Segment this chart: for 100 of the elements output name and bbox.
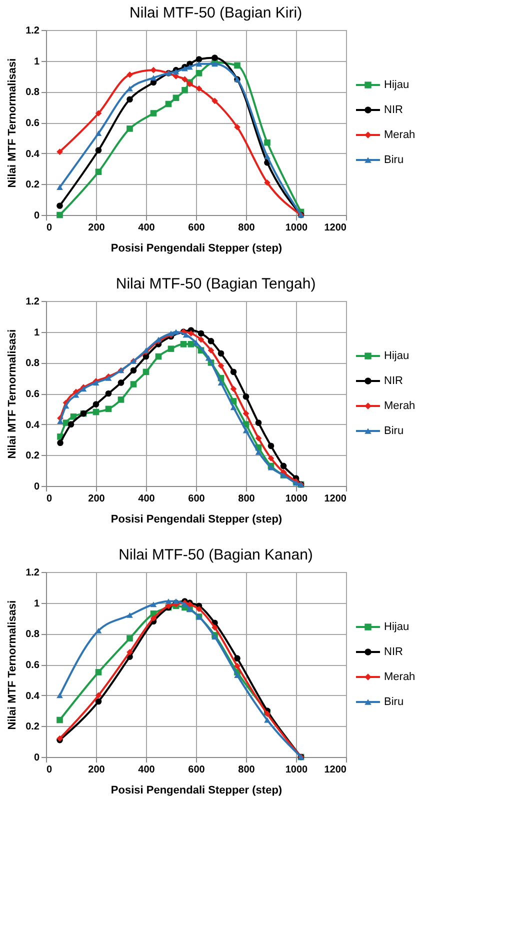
point (56, 148, 63, 155)
x-tick-label: 600 (188, 222, 206, 234)
point (205, 355, 212, 361)
point (234, 655, 240, 662)
point (172, 94, 180, 101)
point (150, 110, 157, 116)
x-tick-label: 0 (46, 494, 52, 504)
legend-label: Merah (384, 671, 416, 683)
legend-label: Hijau (384, 621, 410, 633)
y-tick-label: 1.2 (26, 296, 40, 308)
legend-label: Merah (384, 129, 416, 141)
x-tick-label: 0 (46, 764, 52, 776)
chart-title: Nilai MTF-50 (Bagian Kiri) (130, 4, 302, 22)
point (264, 179, 270, 186)
point (182, 86, 188, 94)
x-tick-label: 200 (88, 222, 106, 234)
chart-title: Nilai MTF-50 (Bagian Tengah) (116, 276, 316, 292)
point (126, 72, 133, 78)
legend-label: NIR (384, 646, 403, 658)
point (242, 393, 250, 400)
x-tick-label: 800 (238, 222, 256, 234)
point (280, 462, 287, 470)
point (105, 406, 112, 412)
y-tick-label: 0.4 (26, 420, 40, 431)
point (95, 698, 102, 705)
point (255, 420, 262, 426)
point (95, 692, 102, 698)
point (56, 184, 63, 190)
x-tick-label: 0 (46, 222, 52, 234)
point (168, 346, 174, 352)
x-tick-label: 400 (138, 222, 156, 234)
point (268, 455, 274, 462)
point (182, 76, 188, 82)
point (126, 126, 133, 132)
point (130, 367, 137, 374)
point (198, 330, 204, 337)
point (212, 98, 218, 104)
point (95, 669, 102, 676)
point (218, 350, 224, 357)
x-tick-label: 600 (188, 764, 206, 776)
point (212, 54, 218, 61)
legend-label: Hijau (384, 79, 410, 91)
x-tick-label: 1000 (285, 222, 308, 234)
point (118, 380, 124, 386)
y-tick-label: 0.6 (26, 118, 40, 129)
point (196, 61, 202, 67)
point (172, 329, 180, 335)
y-tick-label: 1.2 (26, 568, 40, 578)
y-tick-label: 0 (34, 482, 40, 492)
point (126, 649, 133, 656)
point (255, 449, 262, 455)
point (95, 628, 102, 634)
point (242, 410, 250, 417)
point (212, 624, 218, 631)
point (56, 692, 63, 698)
point (130, 381, 137, 388)
legend-label: Hijau (384, 350, 410, 362)
y-tick-label: 1 (34, 598, 40, 610)
point (186, 64, 193, 70)
y-axis-title: Nilai MTF Ternormalisasi (6, 329, 19, 459)
y-tick-label: 0.2 (26, 722, 40, 733)
point (150, 75, 157, 81)
point (264, 154, 270, 160)
x-tick-label: 1200 (324, 222, 347, 234)
y-tick-label: 1 (34, 56, 40, 68)
point (57, 418, 64, 424)
y-tick-label: 0.4 (26, 690, 40, 702)
x-axis-title: Posisi Pengendali Stepper (step) (110, 514, 282, 526)
y-tick-label: 0.8 (26, 629, 40, 640)
point (165, 598, 172, 604)
x-tick-label: 200 (88, 494, 106, 504)
point (234, 62, 240, 69)
point (95, 147, 102, 154)
y-tick-label: 1.2 (26, 26, 40, 36)
x-axis-title: Posisi Pengendali Stepper (step) (110, 242, 282, 254)
x-tick-label: 1200 (324, 494, 347, 504)
y-axis-title: Nilai MTF Ternormalisasi (6, 600, 19, 730)
point (234, 124, 240, 130)
y-tick-label: 0.2 (26, 450, 40, 462)
point (92, 401, 100, 408)
point (105, 390, 112, 397)
y-axis-title: Nilai MTF Ternormalisasi (6, 58, 19, 188)
point (165, 100, 172, 108)
point (150, 602, 157, 608)
legend-label: Merah (384, 400, 416, 412)
point (208, 338, 214, 344)
point (95, 110, 102, 116)
point (150, 615, 157, 622)
point (95, 168, 102, 175)
y-tick-label: 0.8 (26, 358, 40, 370)
x-tick-label: 600 (188, 494, 206, 504)
x-tick-label: 200 (88, 764, 106, 776)
y-tick-label: 0.8 (26, 87, 40, 98)
point (196, 85, 202, 92)
x-tick-label: 400 (138, 764, 156, 776)
point (268, 442, 274, 450)
point (126, 612, 133, 618)
legend-label: Biru (384, 696, 404, 708)
point (126, 635, 133, 642)
y-tick-label: 0 (34, 752, 40, 764)
